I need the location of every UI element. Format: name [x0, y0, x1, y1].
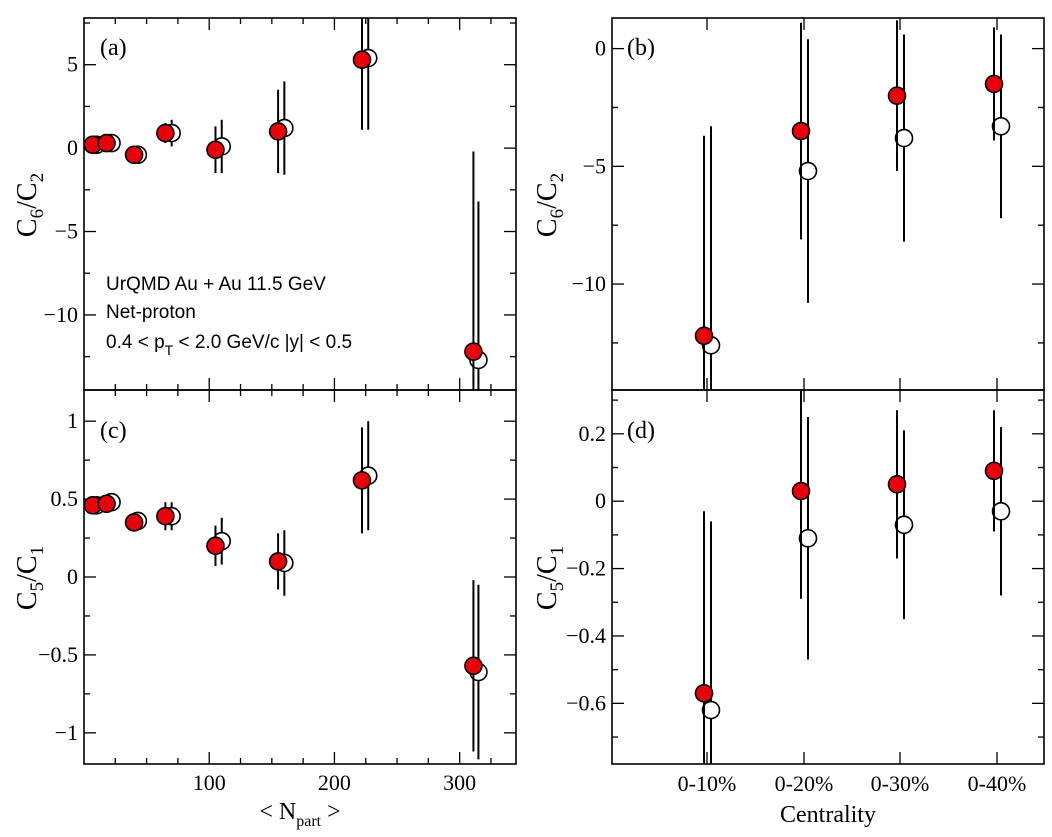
- x-tick-label: 300: [443, 770, 476, 795]
- panel-b-frame: [611, 17, 1045, 391]
- filled-data-point: [268, 122, 288, 141]
- filled-data-point: [97, 494, 116, 514]
- y-tick-label: −10: [44, 302, 78, 327]
- filled-data-point: [206, 140, 225, 160]
- open-data-point: [991, 117, 1011, 136]
- y-tick-label: 0.2: [579, 421, 607, 446]
- annotation-line-3: 0.4 < pT < 2.0 GeV/c |y| < 0.5: [106, 332, 352, 358]
- open-data-point: [798, 161, 818, 181]
- y-tick-label: −5: [583, 153, 606, 178]
- panel-a: 5 0 −5 −10 (a) C6/C2 UrQMD Au + Au 11.5 GeV…: [12, 17, 517, 391]
- x-tick-label: 100: [193, 770, 226, 795]
- y-tick-label: 0.5: [51, 486, 79, 511]
- panel-d: 0.2 0 −0.2 −0.4 −0.6 0-10% 0-20% 0-30% 0-40% (d)…: [532, 389, 1045, 828]
- open-data-point: [991, 501, 1011, 521]
- panel-d-label: (d): [627, 418, 655, 444]
- y-tick-label: 5: [67, 52, 78, 77]
- panel-a-label: (a): [100, 35, 127, 61]
- panel-b-label: (b): [627, 35, 655, 61]
- y-tick-label: −10: [572, 271, 606, 296]
- x-tick-label: 0-30%: [871, 771, 930, 796]
- y-tick-label: −1: [55, 720, 78, 745]
- y-tick-label: 0: [595, 36, 606, 61]
- filled-data-point: [887, 86, 907, 105]
- panel-c-label: (c): [100, 418, 127, 444]
- panel-d-xlabel: Centrality: [780, 802, 876, 828]
- y-tick-label: 0: [67, 135, 78, 160]
- y-tick-label: 0: [595, 488, 606, 513]
- open-data-point: [894, 515, 914, 535]
- x-tick-label: 200: [318, 770, 351, 795]
- y-tick-label: −0.4: [566, 623, 606, 648]
- x-tick-label: 0-20%: [775, 771, 834, 796]
- annotation-line-2: Net-proton: [106, 302, 196, 323]
- filled-data-point: [464, 656, 483, 676]
- panel-a-ylabel: C6/C2: [12, 173, 48, 237]
- filled-data-point: [887, 475, 907, 494]
- filled-data-point: [984, 74, 1004, 94]
- y-tick-label: −5: [55, 219, 78, 244]
- panel-c-ylabel: C5/C1: [12, 546, 48, 610]
- panel-c: 1 0.5 0 −0.5 −1 100 200 300 (c) C5/C1 < Npart >: [12, 389, 517, 830]
- y-tick-label: 1: [67, 408, 78, 433]
- annotation-line-1: UrQMD Au + Au 11.5 GeV: [106, 274, 326, 295]
- filled-data-point: [464, 342, 483, 361]
- filled-data-point: [206, 536, 225, 556]
- open-data-point: [894, 128, 914, 148]
- filled-data-point: [156, 123, 175, 143]
- filled-data-point: [791, 121, 811, 141]
- panel-c-frame: [83, 389, 517, 765]
- filled-data-point: [694, 683, 714, 703]
- filled-data-point: [156, 506, 175, 526]
- open-data-point: [701, 700, 721, 720]
- filled-data-point: [694, 326, 714, 346]
- filled-data-point: [984, 461, 1004, 481]
- filled-data-point: [124, 513, 144, 532]
- filled-data-point: [124, 145, 144, 165]
- filled-data-point: [268, 552, 288, 571]
- panel-d-frame: [611, 389, 1045, 765]
- filled-data-point: [791, 481, 811, 501]
- x-tick-label: 0-40%: [968, 771, 1027, 796]
- y-tick-label: −0.6: [566, 690, 606, 715]
- open-data-point: [798, 528, 818, 548]
- y-tick-label: −0.2: [566, 556, 606, 581]
- filled-data-point: [352, 471, 372, 490]
- filled-data-point: [97, 133, 116, 153]
- panel-c-xlabel: < Npart >: [259, 799, 340, 830]
- panel-b-ylabel: C6/C2: [532, 173, 568, 237]
- x-tick-label: 0-10%: [678, 771, 737, 796]
- y-tick-label: 0: [67, 564, 78, 589]
- filled-data-point: [352, 50, 372, 70]
- panel-b: 0 −5 −10 (b) C6/C2: [532, 17, 1045, 391]
- y-tick-label: −0.5: [38, 642, 78, 667]
- panel-d-ylabel: C5/C1: [532, 546, 568, 610]
